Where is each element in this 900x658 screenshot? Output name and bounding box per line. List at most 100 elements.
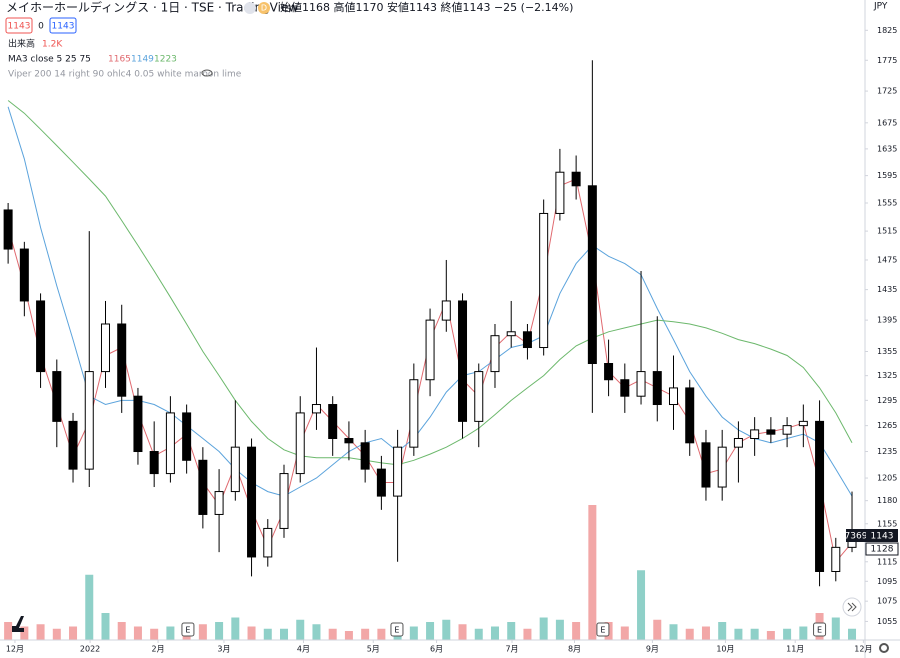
volume-bar (685, 628, 694, 640)
candle-body (19, 248, 29, 302)
status-dot (244, 2, 256, 14)
x-tick-label: 11月 (786, 645, 804, 654)
volume-bar (572, 622, 581, 640)
volume-bar (750, 628, 759, 640)
volume-bar (36, 624, 45, 640)
x-tick-label: 7月 (505, 645, 518, 654)
candle-body (750, 429, 760, 439)
candle-body (831, 546, 841, 572)
volume-bar (150, 628, 159, 640)
volume-bar (620, 626, 629, 640)
price-label: 1143 (871, 532, 894, 542)
y-tick-label: 1155 (877, 519, 897, 528)
ask: 1143 (52, 22, 75, 32)
candle-body (506, 331, 516, 337)
y-tick-label: 1180 (877, 496, 897, 505)
candle-body (587, 185, 597, 365)
volume-bar (133, 626, 142, 640)
indicator-value: 1165 (108, 55, 131, 65)
price-label: 7369 (845, 532, 868, 542)
volume-bar (426, 622, 435, 640)
volume-bar (848, 628, 857, 640)
event-marker (390, 622, 404, 637)
volume-bar (653, 619, 662, 640)
volume-bar (409, 626, 418, 640)
volume-bar (831, 617, 840, 640)
y-tick-label: 1095 (877, 577, 897, 586)
candle-body (636, 371, 646, 397)
volume-bar (4, 622, 13, 640)
logo (4, 616, 24, 632)
volume-bar (799, 626, 808, 640)
y-tick-label: 1075 (877, 597, 897, 606)
volume-bar (312, 624, 321, 640)
candle-body (555, 171, 565, 214)
candle-body (149, 451, 159, 475)
event-marker (596, 622, 610, 637)
price-label: 1128 (871, 545, 894, 555)
volume-bar (442, 619, 451, 640)
volume-bar (296, 619, 305, 640)
settings-icon[interactable] (879, 643, 889, 653)
volume-bar (555, 619, 564, 640)
candle-body (100, 323, 110, 373)
volume-bar (52, 628, 61, 640)
volume-bar (117, 622, 126, 640)
candle-body (766, 429, 776, 435)
volume-bar (718, 622, 727, 640)
eye-icon[interactable] (201, 69, 213, 77)
event-label: E (185, 626, 190, 635)
volume-bar (280, 628, 289, 640)
volume-label: 出来高 (8, 38, 35, 50)
candle-body (798, 420, 808, 427)
y-tick-label: 1725 (877, 87, 897, 96)
x-tick-label: 2月 (152, 645, 165, 654)
volume-bar (263, 628, 272, 640)
candle-body (68, 420, 78, 470)
event-label: E (817, 626, 822, 635)
badge-bg (258, 2, 270, 14)
volume-bar (85, 574, 94, 640)
y-tick-label: 1675 (877, 118, 897, 127)
y-tick-label: 1595 (877, 171, 897, 180)
candle-body (182, 412, 192, 461)
price-label-bg (865, 542, 899, 556)
candle-body (328, 404, 338, 439)
volume-bar (669, 624, 678, 640)
y-tick-label: 1395 (877, 316, 897, 325)
y-tick-label: 1115 (877, 557, 897, 566)
event-marker (181, 622, 195, 637)
y-tick-label: 1265 (877, 421, 897, 430)
bid-box[interactable] (5, 17, 33, 34)
x-tick-label: 10月 (716, 645, 734, 654)
candle-body (441, 300, 451, 321)
x-tick-label: 2022 (80, 645, 100, 654)
candle-body (668, 387, 678, 406)
y-tick-label: 1825 (877, 26, 897, 35)
volume-value: 1.2K (42, 40, 63, 50)
x-tick-label: 6月 (430, 645, 443, 654)
x-tick-label: 3月 (217, 645, 230, 654)
y-tick-label: 1635 (877, 144, 897, 153)
candle-body (360, 442, 370, 470)
volume-bar (701, 626, 710, 640)
chart-title: メイホーホールディングス · 1日 · TSE · TradingView (6, 0, 298, 15)
candle-body (198, 459, 208, 515)
x-tick-label: 5月 (367, 645, 380, 654)
candle-body (701, 442, 711, 488)
volume-bar (458, 624, 467, 640)
candle-body (620, 379, 630, 397)
currency: JPY (873, 2, 888, 12)
volume-bar (539, 617, 548, 640)
volume-bar (215, 622, 224, 640)
volume-bar (783, 628, 792, 640)
candle-body (344, 437, 354, 444)
event-marker (813, 622, 827, 637)
candle-body (717, 446, 727, 488)
candle-body (685, 387, 695, 444)
x-tick-label: 9月 (646, 645, 659, 654)
candle-body (3, 209, 13, 250)
y-tick-label: 1775 (877, 56, 897, 65)
ask-box[interactable] (49, 17, 77, 34)
